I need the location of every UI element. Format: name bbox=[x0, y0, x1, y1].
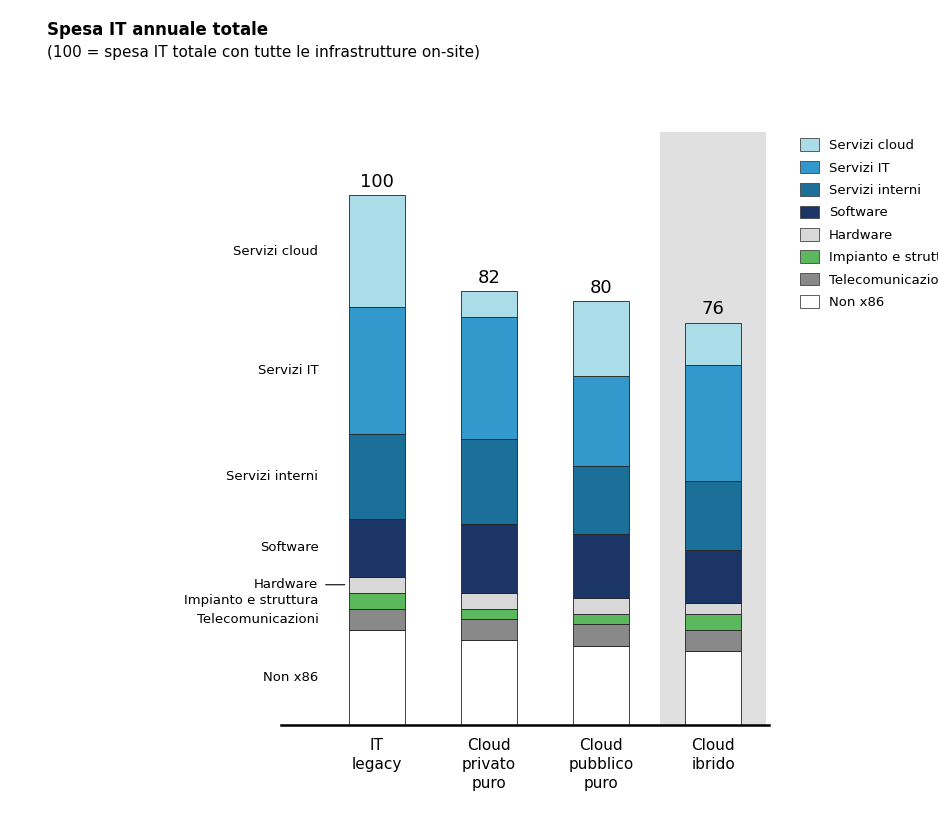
Bar bbox=[685, 603, 741, 614]
Bar bbox=[573, 466, 629, 535]
Bar bbox=[573, 614, 629, 625]
Bar bbox=[685, 651, 741, 725]
Bar bbox=[573, 646, 629, 725]
Bar bbox=[685, 322, 741, 365]
Text: Spesa IT annuale totale: Spesa IT annuale totale bbox=[47, 21, 268, 39]
Text: 76: 76 bbox=[702, 300, 724, 318]
Text: (100 = spesa IT totale con tutte le infrastrutture on-site): (100 = spesa IT totale con tutte le infr… bbox=[47, 45, 480, 60]
Text: Impianto e struttura: Impianto e struttura bbox=[184, 594, 318, 607]
Bar bbox=[573, 625, 629, 646]
Bar bbox=[349, 195, 404, 307]
Bar bbox=[461, 439, 517, 524]
Text: Servizi cloud: Servizi cloud bbox=[234, 245, 318, 258]
Bar bbox=[461, 291, 517, 317]
Bar bbox=[573, 376, 629, 466]
Bar bbox=[573, 302, 629, 376]
Bar bbox=[461, 640, 517, 725]
Bar bbox=[349, 307, 404, 433]
Bar bbox=[573, 535, 629, 598]
Bar bbox=[349, 433, 404, 518]
Bar bbox=[349, 592, 404, 609]
Bar bbox=[685, 614, 741, 630]
Bar bbox=[349, 518, 404, 577]
Text: 80: 80 bbox=[590, 279, 613, 297]
Text: Telecomunicazioni: Telecomunicazioni bbox=[197, 613, 318, 625]
Text: 100: 100 bbox=[360, 173, 394, 191]
Legend: Servizi cloud, Servizi IT, Servizi interni, Software, Hardware, Impianto e strut: Servizi cloud, Servizi IT, Servizi inter… bbox=[800, 138, 938, 309]
Bar bbox=[573, 598, 629, 614]
Bar bbox=[461, 619, 517, 640]
Bar bbox=[461, 524, 517, 592]
Text: Software: Software bbox=[260, 541, 318, 555]
Bar bbox=[349, 577, 404, 592]
Bar bbox=[685, 481, 741, 550]
Text: 82: 82 bbox=[477, 269, 500, 287]
Text: Servizi IT: Servizi IT bbox=[258, 363, 318, 377]
Bar bbox=[349, 609, 404, 630]
Text: Servizi interni: Servizi interni bbox=[226, 470, 318, 483]
Bar bbox=[659, 132, 766, 725]
Bar bbox=[461, 317, 517, 439]
Bar bbox=[349, 630, 404, 725]
Bar bbox=[685, 365, 741, 481]
Bar bbox=[685, 550, 741, 603]
Bar bbox=[461, 592, 517, 609]
Bar bbox=[461, 609, 517, 619]
Bar bbox=[685, 630, 741, 651]
Text: Hardware: Hardware bbox=[254, 578, 318, 592]
Text: Non x86: Non x86 bbox=[264, 671, 318, 684]
